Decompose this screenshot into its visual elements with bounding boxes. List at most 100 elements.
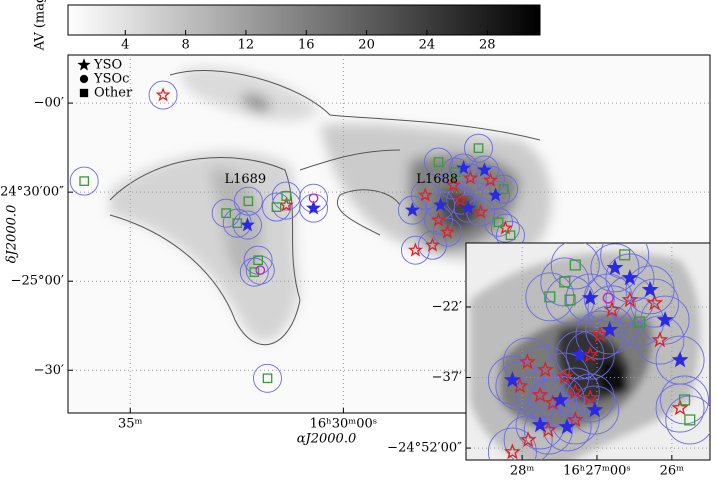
aperture xyxy=(489,174,519,204)
star-marker xyxy=(417,187,433,202)
square-marker xyxy=(634,316,646,328)
legend-label: YSO xyxy=(93,58,122,73)
y-tick-label: −37′ xyxy=(432,370,462,385)
star-marker xyxy=(601,321,619,338)
square-marker xyxy=(433,157,444,167)
x-axis-label: αJ2000.0 xyxy=(297,432,356,447)
x-tick-label: 16ʰ30ᵐ00ˢ xyxy=(310,417,378,432)
square-marker xyxy=(232,218,243,228)
star-marker xyxy=(671,399,689,416)
cloud-image xyxy=(68,55,710,413)
aperture xyxy=(490,213,520,243)
aperture xyxy=(625,265,675,315)
aperture xyxy=(418,230,447,260)
star-marker xyxy=(278,197,294,212)
star-marker xyxy=(571,346,589,363)
aperture xyxy=(424,147,453,177)
square-marker xyxy=(243,196,254,207)
y-tick-label: −00′ xyxy=(34,96,64,111)
main-frame xyxy=(67,54,711,414)
annotation: L1689 xyxy=(224,172,266,187)
colorbar-tick-label: 28 xyxy=(479,38,496,53)
square-marker xyxy=(221,208,232,219)
star-marker xyxy=(306,200,322,215)
star-marker xyxy=(503,371,521,388)
x-tick-label: 26ᵐ xyxy=(660,464,685,479)
square-marker xyxy=(493,217,504,228)
aperture xyxy=(453,193,483,223)
legend-label: YSOc xyxy=(93,72,129,87)
star-marker xyxy=(621,269,639,286)
aperture xyxy=(640,295,690,345)
y-tick-label: −30′ xyxy=(34,363,64,378)
star-marker xyxy=(519,431,537,448)
x-tick-label: 35ᵐ xyxy=(118,417,143,432)
main-panel: 35ᵐ 16ʰ30ᵐ00ˢ −00′ −24°30′00″ −25°00′ −30′ L16… xyxy=(0,55,710,447)
square-marker xyxy=(679,394,691,406)
star-marker xyxy=(558,418,576,435)
star-marker xyxy=(551,391,569,408)
aperture xyxy=(495,361,545,411)
star-marker xyxy=(621,291,639,308)
square-marker xyxy=(262,373,273,384)
legend-marker xyxy=(77,58,91,71)
star-marker xyxy=(518,353,536,370)
aperture xyxy=(484,207,514,237)
aperture xyxy=(69,166,99,196)
x-tick-label: 28ᵐ xyxy=(510,464,535,479)
star-marker xyxy=(240,217,255,232)
aperture xyxy=(555,330,605,380)
legend-marker xyxy=(79,88,89,98)
aperture xyxy=(253,363,282,393)
aperture xyxy=(432,217,462,247)
aperture xyxy=(449,153,479,183)
aperture xyxy=(635,315,685,365)
square-marker xyxy=(564,294,576,306)
aperture xyxy=(523,405,573,455)
star-marker xyxy=(453,192,469,207)
aperture xyxy=(550,367,600,417)
aperture xyxy=(600,243,650,280)
inset-frame xyxy=(465,242,711,461)
square-marker xyxy=(450,167,461,178)
aperture xyxy=(464,133,493,163)
square-marker xyxy=(253,255,263,266)
star-marker xyxy=(566,411,584,428)
aperture xyxy=(271,181,301,211)
star-marker xyxy=(671,351,689,368)
star-marker xyxy=(439,224,455,239)
aperture xyxy=(528,378,578,428)
aperture xyxy=(410,180,440,210)
star-marker xyxy=(566,383,584,400)
star-marker xyxy=(445,177,461,192)
star-marker xyxy=(591,326,609,343)
square-marker xyxy=(271,202,282,212)
star-marker xyxy=(656,311,674,328)
inset-cloud-image xyxy=(466,243,710,460)
star-marker xyxy=(646,294,664,311)
y-tick-label: −24°30′00″ xyxy=(0,185,64,200)
square-marker xyxy=(498,184,509,194)
star-marker xyxy=(641,280,659,297)
colorbar-gradient xyxy=(67,4,541,36)
aperture xyxy=(487,427,537,460)
aperture xyxy=(550,243,600,290)
y-axis-label: δJ2000.0 xyxy=(5,205,20,264)
star-marker xyxy=(430,212,447,227)
star-marker xyxy=(477,162,492,177)
star-marker xyxy=(556,368,574,385)
colorbar-tick-label: 16 xyxy=(298,38,315,53)
markers xyxy=(69,80,525,393)
star-marker xyxy=(503,443,521,460)
star-marker xyxy=(460,200,476,215)
square-marker xyxy=(505,230,516,241)
colorbar-tick-label: 24 xyxy=(419,38,436,53)
star-marker xyxy=(404,202,421,217)
inset-panel: 28ᵐ 16ʰ27ᵐ00ˢ 26ᵐ −22′ −37′ −24°52′00″ xyxy=(387,243,710,479)
aperture xyxy=(397,195,427,225)
star-marker xyxy=(433,197,449,212)
markers xyxy=(487,243,710,460)
x-tick-label: 16ʰ27ᵐ00ˢ xyxy=(563,464,631,479)
star-marker xyxy=(462,170,478,185)
star-marker xyxy=(407,242,423,257)
